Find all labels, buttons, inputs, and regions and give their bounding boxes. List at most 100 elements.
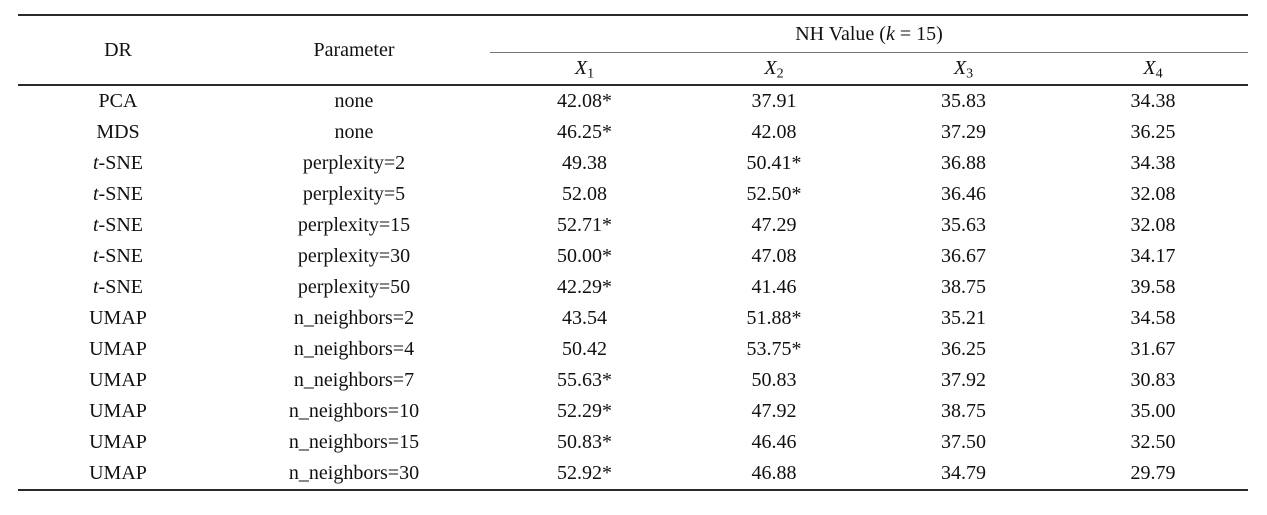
dr-cell: t-SNE <box>18 179 218 210</box>
value-cell-x3: 37.50 <box>941 431 986 453</box>
dr-cell: PCA <box>18 85 218 117</box>
parameter-cell: none <box>334 121 374 143</box>
value-cell-x2: 41.46 <box>751 276 797 298</box>
parameter-cell: n_neighbors=15 <box>288 431 420 453</box>
value-cell-x2: 37.91 <box>751 90 797 112</box>
value-cell-x3: 35.21 <box>941 307 986 329</box>
table-row: PCA none 42.08* 37.91 35.83 34.38 <box>18 85 1248 117</box>
dr-cell: UMAP <box>18 365 218 396</box>
value-cell-x2: 51.88* <box>746 307 802 329</box>
dr-italic-part: t <box>92 214 99 236</box>
dr-cell: MDS <box>18 117 218 148</box>
dr-text-part: UMAP <box>89 307 147 329</box>
value-cell-x4: 36.25 <box>1130 121 1176 143</box>
value-cell-x2: 47.29 <box>751 214 797 236</box>
parameter-cell: perplexity=2 <box>302 152 406 174</box>
dr-text-part: UMAP <box>89 462 147 484</box>
table-row: UMAP n_neighbors=10 52.29* 47.92 38.75 3… <box>18 396 1248 427</box>
dr-cell: t-SNE <box>18 241 218 272</box>
parameter-cell: perplexity=15 <box>297 214 411 236</box>
value-cell-x4: 34.17 <box>1130 245 1176 267</box>
col-group-header-nh-value: NH Value (k = 15) <box>490 15 1249 53</box>
dr-cell: UMAP <box>18 396 218 427</box>
table-body: PCA none 42.08* 37.91 35.83 34.38 MDS no… <box>18 85 1248 490</box>
value-cell-x3: 36.25 <box>941 338 986 360</box>
value-cell-x1: 52.92* <box>557 462 612 484</box>
value-cell-x1: 52.08 <box>562 183 607 205</box>
parameter-cell: none <box>334 90 374 112</box>
col-header-x2: X2 <box>679 52 869 86</box>
dr-cell: UMAP <box>18 427 218 458</box>
parameter-cell: n_neighbors=2 <box>293 307 415 329</box>
value-cell-x4: 29.79 <box>1130 462 1176 484</box>
value-cell-x3: 38.75 <box>941 400 986 422</box>
col-header-x4: X4 <box>1058 52 1249 86</box>
table-row: UMAP n_neighbors=30 52.92* 46.88 34.79 2… <box>18 458 1248 490</box>
value-cell-x3: 38.75 <box>941 276 986 298</box>
nh-value-results-table: DR Parameter NH Value (k = 15) X1 X2 X3 … <box>18 14 1249 491</box>
table-row: UMAP n_neighbors=4 50.42 53.75* 36.25 31… <box>18 334 1248 365</box>
dr-text-part: UMAP <box>89 400 147 422</box>
value-cell-x2: 46.88 <box>751 462 797 484</box>
value-cell-x1: 50.42 <box>562 338 607 360</box>
parameter-cell: n_neighbors=10 <box>288 400 420 422</box>
col-header-parameter: Parameter <box>218 15 490 86</box>
value-cell-x4: 34.38 <box>1130 152 1176 174</box>
dr-text-part: PCA <box>98 90 138 112</box>
table-row: UMAP n_neighbors=7 55.63* 50.83 37.92 30… <box>18 365 1248 396</box>
dr-text-part: UMAP <box>89 431 147 453</box>
value-cell-x2: 47.08 <box>751 245 797 267</box>
value-cell-x2: 52.50* <box>746 183 802 205</box>
table-row: t-SNE perplexity=30 50.00* 47.08 36.67 3… <box>18 241 1248 272</box>
value-cell-x4: 31.67 <box>1130 338 1176 360</box>
value-cell-x1: 52.29* <box>557 400 612 422</box>
value-cell-x4: 32.08 <box>1130 183 1176 205</box>
value-cell-x1: 46.25* <box>557 121 612 143</box>
group-header-prefix: NH Value ( <box>795 22 886 45</box>
table-row: t-SNE perplexity=15 52.71* 47.29 35.63 3… <box>18 210 1248 241</box>
dr-cell: UMAP <box>18 458 218 490</box>
group-header-k-italic: k <box>885 22 895 45</box>
parameter-cell: perplexity=30 <box>297 245 411 267</box>
dr-text-part: -SNE <box>98 245 143 267</box>
table-row: MDS none 46.25* 42.08 37.29 36.25 <box>18 117 1248 148</box>
dr-text-part: -SNE <box>98 214 143 236</box>
table-row: t-SNE perplexity=50 42.29* 41.46 38.75 3… <box>18 272 1248 303</box>
value-cell-x2: 46.46 <box>751 431 797 453</box>
header-row-x-columns: X1 X2 X3 X4 <box>18 52 1249 86</box>
value-cell-x3: 36.88 <box>941 152 986 174</box>
parameter-cell: perplexity=50 <box>297 276 411 298</box>
parameter-cell: n_neighbors=4 <box>293 338 415 360</box>
col-header-x1: X1 <box>490 52 679 86</box>
dr-cell: t-SNE <box>18 210 218 241</box>
value-cell-x1: 50.00* <box>557 245 612 267</box>
table-header: DR Parameter NH Value (k = 15) X1 X2 X3 … <box>18 15 1249 86</box>
value-cell-x3: 34.79 <box>941 462 986 484</box>
value-cell-x2: 53.75* <box>746 338 802 360</box>
value-cell-x4: 30.83 <box>1130 369 1176 391</box>
value-cell-x1: 52.71* <box>557 214 612 236</box>
table-row: UMAP n_neighbors=15 50.83* 46.46 37.50 3… <box>18 427 1248 458</box>
value-cell-x2: 50.41* <box>746 152 802 174</box>
value-cell-x2: 50.83 <box>751 369 797 391</box>
value-cell-x3: 36.46 <box>941 183 986 205</box>
value-cell-x3: 37.92 <box>941 369 986 391</box>
value-cell-x2: 47.92 <box>751 400 797 422</box>
dr-text-part: -SNE <box>98 276 143 298</box>
value-cell-x3: 35.63 <box>941 214 986 236</box>
parameter-cell: perplexity=5 <box>302 183 406 205</box>
value-cell-x4: 32.08 <box>1130 214 1176 236</box>
value-cell-x4: 32.50 <box>1130 431 1176 453</box>
value-cell-x1: 50.83* <box>557 431 612 453</box>
value-cell-x4: 39.58 <box>1130 276 1176 298</box>
dr-text-part: MDS <box>96 121 140 143</box>
value-cell-x4: 34.58 <box>1130 307 1176 329</box>
parameter-cell: n_neighbors=30 <box>288 462 420 484</box>
value-cell-x4: 34.38 <box>1130 90 1176 112</box>
dr-text-part: -SNE <box>98 183 143 205</box>
dr-italic-part: t <box>92 245 99 267</box>
value-cell-x1: 42.29* <box>557 276 612 298</box>
dr-text-part: UMAP <box>89 369 147 391</box>
col-header-dr: DR <box>18 15 218 86</box>
table-row: t-SNE perplexity=2 49.38 50.41* 36.88 34… <box>18 148 1248 179</box>
